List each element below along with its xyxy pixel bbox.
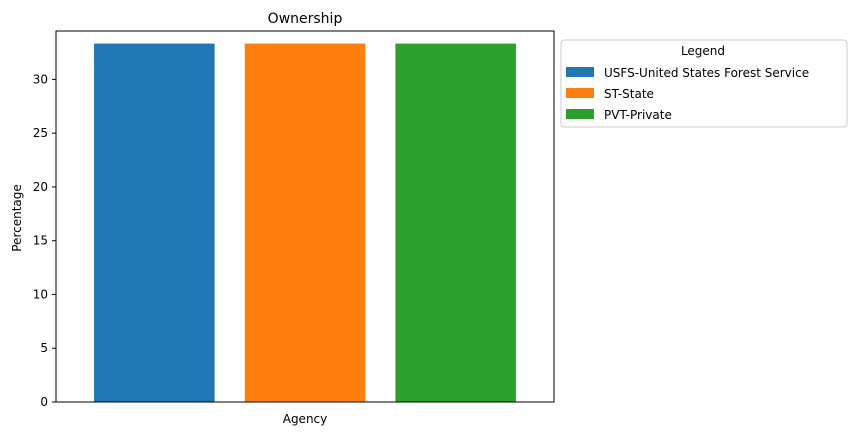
plot-area-frame (55, 30, 555, 403)
legend-swatch (566, 67, 594, 77)
y-tick-label: 10 (33, 287, 48, 301)
bar-1 (94, 43, 215, 403)
legend-title: Legend (681, 44, 725, 58)
y-tick-label: 30 (33, 72, 48, 86)
y-tick-label: 5 (40, 341, 48, 355)
legend-label: ST-State (604, 87, 654, 101)
y-tick-label: 25 (33, 126, 48, 140)
legend-box (560, 39, 848, 128)
y-tick-label: 20 (33, 180, 48, 194)
y-tick-label: 0 (40, 395, 48, 409)
bar-3 (395, 43, 516, 403)
x-axis-label: Agency (283, 412, 328, 426)
legend-swatch (566, 88, 594, 98)
y-tick-label: 15 (33, 234, 48, 248)
legend-swatch (566, 109, 594, 119)
legend: Legend USFS-United States Forest Service… (560, 39, 848, 128)
y-axis-label: Percentage (10, 184, 24, 252)
legend-label: USFS-United States Forest Service (604, 66, 809, 80)
chart-title: Ownership (268, 11, 343, 27)
legend-label: PVT-Private (604, 108, 672, 122)
bar-2 (244, 43, 366, 403)
